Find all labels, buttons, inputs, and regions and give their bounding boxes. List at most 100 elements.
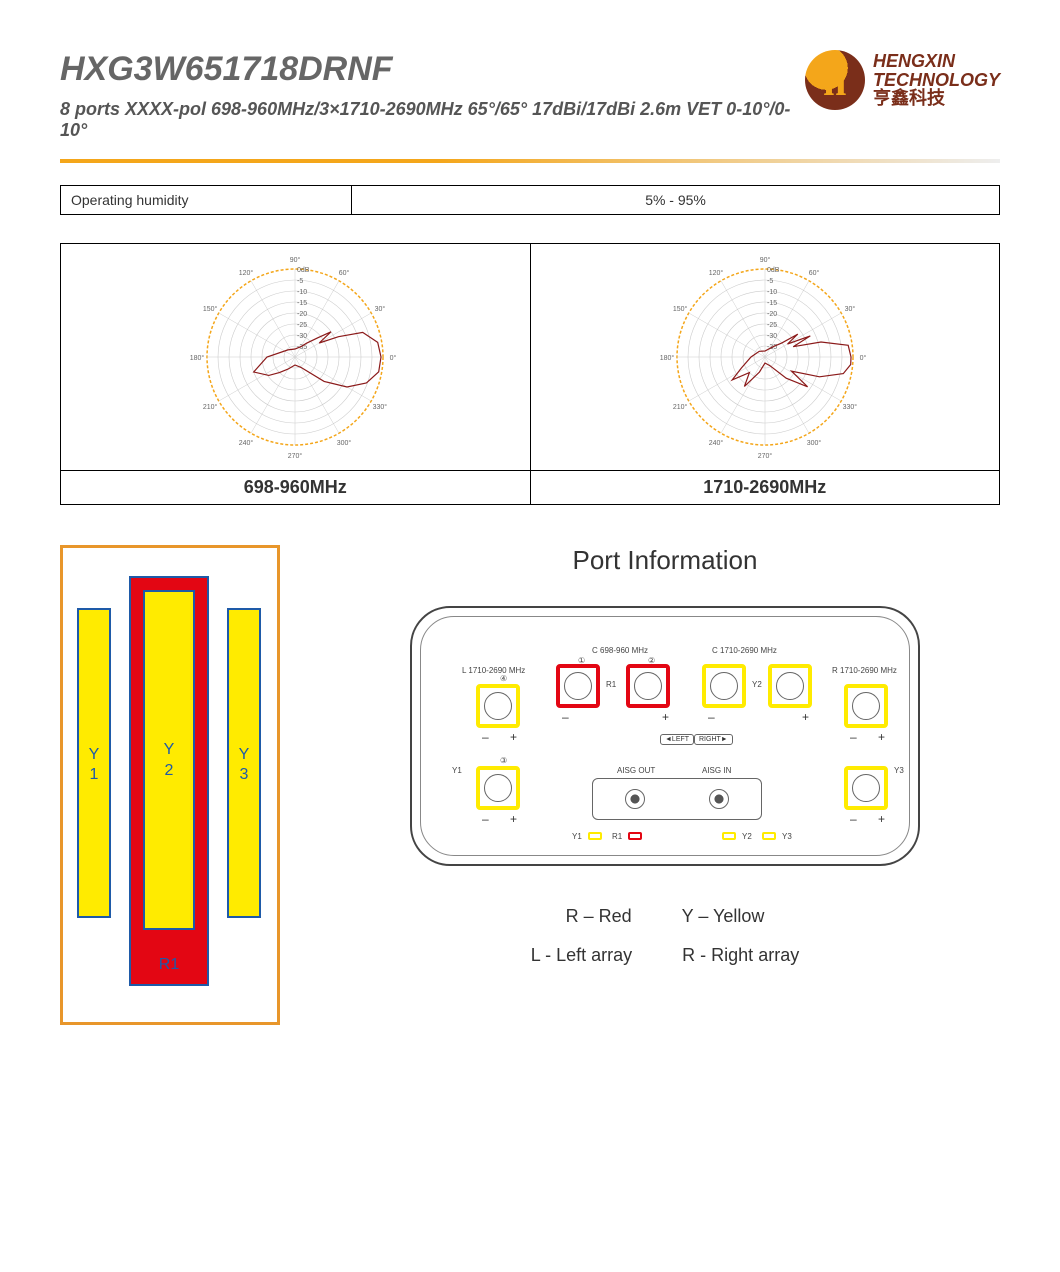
svg-text:-25: -25 <box>297 322 307 329</box>
num-4: ④ <box>500 674 507 683</box>
table-row: Operating humidity 5% - 95% <box>61 186 1000 215</box>
legend-rr: R - Right array <box>682 945 799 966</box>
r1-label: R1 <box>606 680 616 689</box>
tiny-r1: R1 <box>612 832 622 841</box>
port-y-c2 <box>768 664 812 708</box>
y3-label: Y3 <box>894 766 904 775</box>
array-Y2: Y2 <box>143 590 195 930</box>
legend-y: Y – Yellow <box>682 906 765 927</box>
radiation-charts-table: 0dB-5-10-15-20-25-30-350°30°60°90°120°15… <box>60 243 1000 505</box>
svg-text:180°: 180° <box>660 354 675 362</box>
svg-text:0°: 0° <box>859 354 866 362</box>
svg-text:330°: 330° <box>373 403 388 411</box>
y1-label: Y1 <box>452 766 462 775</box>
svg-text:30°: 30° <box>375 305 386 313</box>
svg-text:150°: 150° <box>203 305 218 313</box>
port-y-bl <box>476 766 520 810</box>
svg-text:0dB: 0dB <box>297 267 310 274</box>
legend-l: L - Left array <box>531 945 632 966</box>
minus-mark: – <box>850 730 857 744</box>
svg-text:300°: 300° <box>807 439 822 447</box>
array-Y1: Y1 <box>77 608 111 918</box>
polar-chart-right: 0dB-5-10-15-20-25-30-350°30°60°90°120°15… <box>635 252 895 462</box>
connector-panel: L 1710-2690 MHz C 698-960 MHz C 1710-269… <box>410 606 920 866</box>
tiny-y2: Y2 <box>742 832 752 841</box>
spec-table: Operating humidity 5% - 95% <box>60 185 1000 215</box>
tiny-y3: Y3 <box>782 832 792 841</box>
port-y2-c <box>702 664 746 708</box>
aisg-out-conn <box>625 789 645 809</box>
spec-label: Operating humidity <box>61 186 352 215</box>
port-r2 <box>626 664 670 708</box>
chart-caption-left: 698-960MHz <box>61 471 531 505</box>
aisg-in-label: AISG IN <box>702 766 731 775</box>
plus-mark: + <box>510 730 517 744</box>
tiny-port <box>628 832 642 840</box>
port-y-top-left <box>476 684 520 728</box>
svg-text:240°: 240° <box>709 439 724 447</box>
tiny-port <box>588 832 602 840</box>
logo-text-cn: 亨鑫科技 <box>873 89 1000 108</box>
port-y-top-right <box>844 684 888 728</box>
port-info-title: Port Information <box>330 545 1000 576</box>
svg-text:90°: 90° <box>290 256 301 264</box>
port-r1 <box>556 664 600 708</box>
svg-text:-20: -20 <box>767 311 777 318</box>
minus-mark: – <box>482 730 489 744</box>
panel-label: C 698-960 MHz <box>592 646 648 655</box>
svg-text:-20: -20 <box>297 311 307 318</box>
aisg-box <box>592 778 762 820</box>
minus-mark: – <box>562 710 569 724</box>
svg-text:-15: -15 <box>297 300 307 307</box>
plus-mark: + <box>510 812 517 826</box>
logo-icon: h <box>805 50 865 110</box>
svg-text:150°: 150° <box>673 305 688 313</box>
plus-mark: + <box>878 730 885 744</box>
plus-mark: + <box>802 710 809 724</box>
subtitle: 8 ports XXXX-pol 698-960MHz/3×1710-2690M… <box>60 99 805 141</box>
minus-mark: – <box>708 710 715 724</box>
model-number: HXG3W651718DRNF <box>60 50 805 89</box>
minus-mark: – <box>482 812 489 826</box>
tiny-y1: Y1 <box>572 832 582 841</box>
array-diagram: Y1Y2Y3 R1 <box>60 545 280 1025</box>
svg-text:120°: 120° <box>709 269 724 277</box>
num-3: ③ <box>500 756 507 765</box>
mid-right-label: RIGHT► <box>694 734 733 745</box>
aisg-in-conn <box>709 789 729 809</box>
panel-label: R 1710-2690 MHz <box>832 666 897 675</box>
svg-text:30°: 30° <box>844 305 855 313</box>
svg-text:90°: 90° <box>759 256 770 264</box>
svg-text:60°: 60° <box>808 269 819 277</box>
divider <box>60 159 1000 163</box>
logo-text-2: TECHNOLOGY <box>873 71 1000 90</box>
plus-mark: + <box>878 812 885 826</box>
logo-text-1: HENGXIN <box>873 52 1000 71</box>
r1-label: R1 <box>129 956 209 974</box>
svg-text:300°: 300° <box>337 439 352 447</box>
svg-text:270°: 270° <box>758 452 773 460</box>
y2-label: Y2 <box>752 680 762 689</box>
legend-r: R – Red <box>566 906 632 927</box>
svg-text:-15: -15 <box>767 300 777 307</box>
svg-text:210°: 210° <box>203 403 218 411</box>
svg-text:-10: -10 <box>297 289 307 296</box>
svg-text:240°: 240° <box>239 439 254 447</box>
svg-text:210°: 210° <box>673 403 688 411</box>
tiny-port <box>722 832 736 840</box>
minus-mark: – <box>850 812 857 826</box>
svg-text:-5: -5 <box>297 278 303 285</box>
array-Y3: Y3 <box>227 608 261 918</box>
tiny-port <box>762 832 776 840</box>
polar-chart-left: 0dB-5-10-15-20-25-30-350°30°60°90°120°15… <box>165 252 425 462</box>
svg-text:270°: 270° <box>288 452 303 460</box>
svg-text:0°: 0° <box>390 354 397 362</box>
spec-value: 5% - 95% <box>352 186 1000 215</box>
panel-label: C 1710-2690 MHz <box>712 646 777 655</box>
svg-text:330°: 330° <box>842 403 857 411</box>
svg-text:-10: -10 <box>767 289 777 296</box>
svg-text:0dB: 0dB <box>767 267 780 274</box>
svg-text:60°: 60° <box>339 269 350 277</box>
mid-left-label: ◄LEFT <box>660 734 694 745</box>
logo: h HENGXIN TECHNOLOGY 亨鑫科技 <box>805 50 1000 110</box>
